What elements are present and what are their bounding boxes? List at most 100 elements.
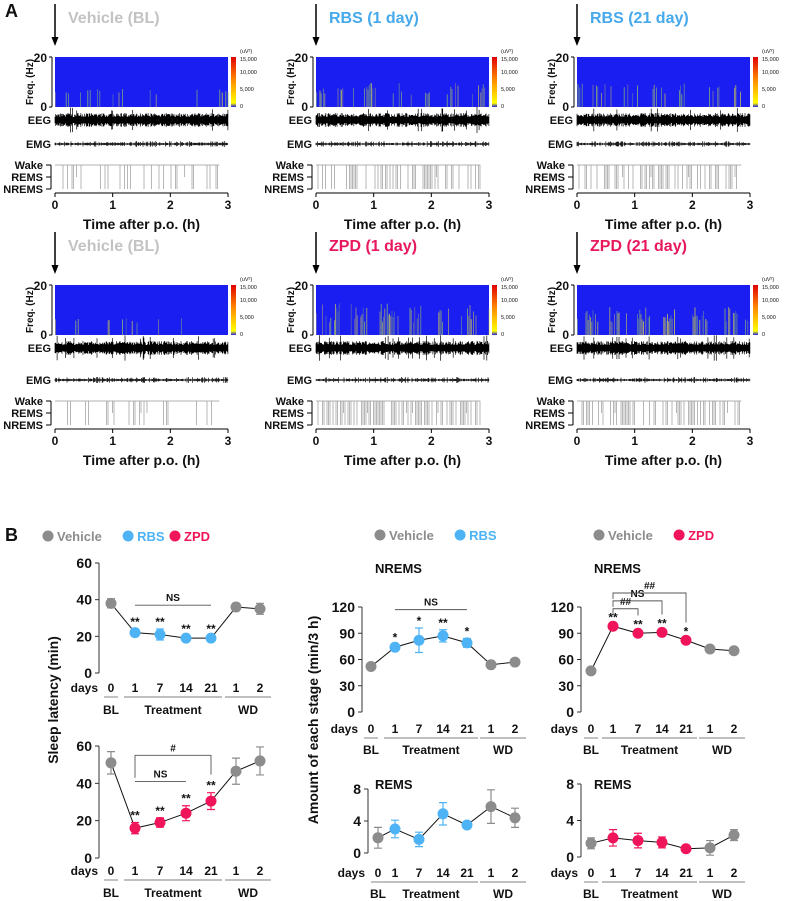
spectrogram-power xyxy=(122,319,123,335)
colorbar xyxy=(231,285,236,335)
stage-label: REMS xyxy=(272,172,304,184)
freq-axis-label: Freq. (Hz) xyxy=(547,287,558,333)
legend-marker-icon xyxy=(374,529,386,541)
significance-stars: * xyxy=(684,625,689,639)
spectrogram-power xyxy=(712,90,714,107)
spectrogram-power xyxy=(392,317,394,335)
spectrogram-power xyxy=(610,321,612,335)
significance-bracket xyxy=(612,600,663,615)
spectrogram-power xyxy=(695,315,697,335)
spectrogram xyxy=(55,57,228,107)
spectrogram-power xyxy=(488,85,490,107)
freq-tick-label: 20 xyxy=(295,279,309,293)
spectrogram-power xyxy=(641,319,643,335)
data-point: ** xyxy=(607,611,619,632)
spectrogram-power xyxy=(484,87,485,107)
spectrogram-power xyxy=(457,85,459,107)
spectrogram-power xyxy=(371,83,372,107)
time-tick-label: 2 xyxy=(428,434,435,448)
point-marker xyxy=(632,835,644,847)
y-tick-label: 0 xyxy=(84,665,92,681)
emg-trace xyxy=(315,377,490,383)
colorbar-tick: 15,000 xyxy=(240,285,257,291)
spectrogram-power xyxy=(390,316,392,335)
stage-label: REMS xyxy=(272,408,304,420)
spectrogram-power xyxy=(480,92,482,107)
spectrogram-power xyxy=(353,87,354,107)
point-marker xyxy=(509,812,521,824)
spectrogram-power xyxy=(709,87,710,107)
time-tick-label: 0 xyxy=(313,434,320,448)
freq-tick-label: 0 xyxy=(40,100,47,114)
spectrogram-power xyxy=(380,303,382,335)
time-tick-label: 3 xyxy=(486,198,493,212)
data-point xyxy=(230,757,242,785)
x-tick-label: 21 xyxy=(204,864,218,878)
spectrogram-power xyxy=(481,88,483,107)
hypnogram xyxy=(316,400,481,425)
point-marker xyxy=(461,637,473,649)
spectrogram-power xyxy=(596,85,597,107)
spectrogram-power xyxy=(478,85,479,107)
freq-axis-label: Freq. (Hz) xyxy=(286,59,297,105)
spectrogram-power xyxy=(729,308,731,335)
significance-stars: ** xyxy=(181,622,191,636)
spectrogram-power xyxy=(109,319,110,335)
colorbar xyxy=(753,285,758,335)
group-label: WD xyxy=(238,886,258,900)
data-point: * xyxy=(680,625,692,646)
freq-tick-label: 20 xyxy=(34,279,48,293)
legend-label: ZPD xyxy=(688,528,714,543)
x-tick-label: 0 xyxy=(108,681,115,695)
colorbar-tick: 10,000 xyxy=(501,70,518,76)
spectrogram-power xyxy=(587,320,589,335)
spectrogram-power xyxy=(671,318,673,335)
eeg-trace xyxy=(576,335,751,361)
legend-label: Vehicle xyxy=(57,529,102,544)
stage-label: Wake xyxy=(276,160,304,172)
spectrogram-power xyxy=(398,83,400,107)
spectrogram-power xyxy=(632,92,633,107)
spectrogram-power xyxy=(401,91,402,107)
x-prefix-label: days xyxy=(71,864,99,878)
stage-label: REMS xyxy=(533,408,565,420)
spectrogram-power xyxy=(418,313,419,335)
spectrogram-power xyxy=(639,309,641,335)
x-tick-label: 21 xyxy=(460,722,474,736)
x-tick-label: 2 xyxy=(512,866,519,880)
colorbar xyxy=(231,57,236,107)
point-marker xyxy=(154,817,166,829)
colorbar-tick: 5,000 xyxy=(240,87,254,93)
eeg-trace xyxy=(315,107,490,133)
eeg-label: EEG xyxy=(550,343,573,355)
spectrogram-power xyxy=(425,92,426,107)
spectrogram-power xyxy=(426,93,428,107)
point-marker xyxy=(656,626,668,638)
spectrogram-power xyxy=(705,318,707,335)
x-tick-label: 1 xyxy=(488,722,495,736)
spectrogram-power xyxy=(118,92,120,107)
data-point: ** xyxy=(632,618,644,639)
spectrogram-power xyxy=(386,303,388,335)
colorbar-unit: (uV²) xyxy=(501,277,513,283)
spectrogram-power xyxy=(450,86,452,107)
spectrogram-power xyxy=(640,314,642,335)
significance-stars: * xyxy=(417,614,422,628)
y-tick-label: 20 xyxy=(76,628,92,644)
spectrogram-power xyxy=(366,86,368,107)
group-label: WD xyxy=(712,743,732,757)
significance-stars: ** xyxy=(130,809,140,823)
recording-title: Vehicle (BL) xyxy=(68,238,160,255)
data-point: * xyxy=(461,625,473,649)
spectrogram-power xyxy=(366,307,368,335)
spectrogram-power xyxy=(391,311,393,335)
point-marker xyxy=(180,807,192,819)
x-tick-label: 2 xyxy=(731,722,738,736)
spectrogram-power xyxy=(149,90,151,107)
data-point: ** xyxy=(437,616,449,643)
spectrogram-power xyxy=(368,84,370,107)
colorbar-tick: 10,000 xyxy=(240,70,257,76)
hypnogram xyxy=(55,164,220,189)
